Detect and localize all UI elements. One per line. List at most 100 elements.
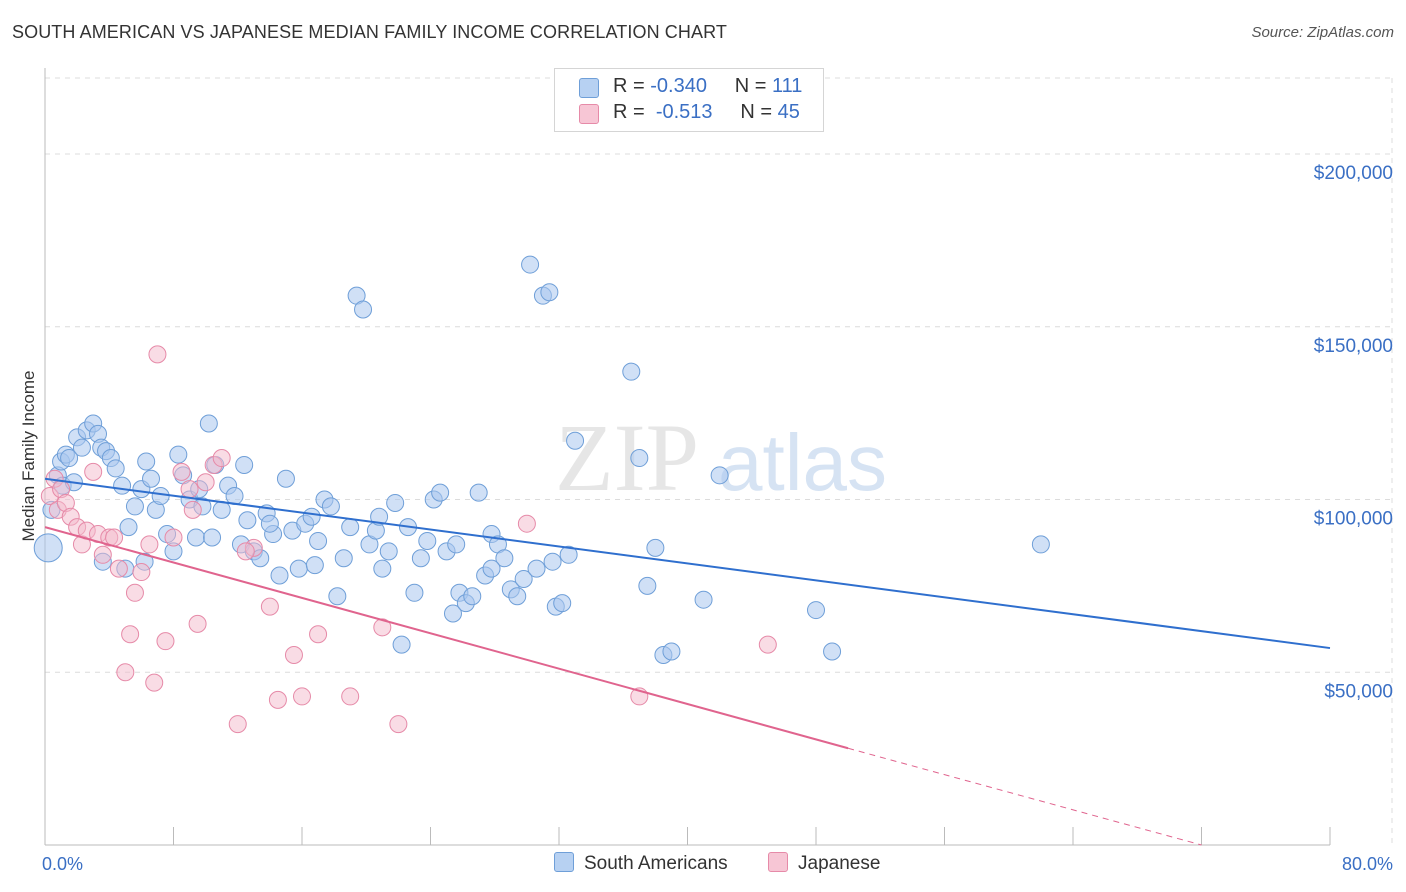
data-point-japanese <box>341 687 360 706</box>
trend-line-south-americans <box>44 477 1331 650</box>
series-japanese <box>40 345 777 734</box>
axes <box>44 68 1331 846</box>
x-tick-labels: 0.0% 80.0% <box>42 854 1393 874</box>
data-point-south-americans <box>334 549 353 568</box>
data-point-japanese <box>268 690 287 709</box>
legend-r-label: R = <box>613 75 645 97</box>
bottom-legend-japanese: Japanese <box>768 852 880 875</box>
data-point-japanese <box>93 545 112 564</box>
data-point-south-americans <box>169 445 188 464</box>
data-point-south-americans <box>106 459 125 478</box>
data-point-south-americans <box>543 552 562 571</box>
data-point-japanese <box>309 625 328 644</box>
data-point-south-americans <box>527 559 546 578</box>
data-point-south-americans <box>469 483 488 502</box>
data-point-south-americans <box>662 642 681 661</box>
trend-line-japanese-extension <box>847 747 1202 846</box>
data-point-japanese <box>172 462 191 481</box>
data-point-south-americans <box>328 587 347 606</box>
bottom-legend-swatch-blue <box>554 852 574 872</box>
legend-swatch-blue <box>579 78 599 98</box>
legend-r-value: -0.513 <box>655 101 713 123</box>
data-point-south-americans <box>823 642 842 661</box>
data-point-south-americans <box>270 566 289 585</box>
grid <box>45 77 1395 845</box>
legend-n-label: N = <box>734 75 767 97</box>
legend-swatch-pink <box>579 104 599 124</box>
bottom-legend-south-americans: South Americans <box>554 852 728 875</box>
legend-r-label: R = <box>613 101 645 123</box>
data-point-japanese <box>373 618 392 637</box>
data-point-south-americans <box>125 497 144 516</box>
data-point-south-americans <box>235 455 254 474</box>
data-point-japanese <box>196 473 215 492</box>
data-point-south-americans <box>199 414 218 433</box>
data-point-south-americans <box>309 531 328 550</box>
chart-title: SOUTH AMERICAN VS JAPANESE MEDIAN FAMILY… <box>12 22 727 42</box>
data-point-japanese <box>293 687 311 706</box>
data-point-south-americans <box>710 466 729 485</box>
data-point-japanese <box>188 614 207 633</box>
data-point-south-americans <box>302 507 321 526</box>
watermark-atlas: atlas <box>718 418 887 507</box>
data-point-south-americans <box>405 583 424 602</box>
data-point-south-americans <box>276 469 295 488</box>
data-point-south-americans <box>212 500 231 519</box>
data-point-south-americans <box>694 590 713 609</box>
data-point-japanese <box>145 673 164 692</box>
data-point-south-americans <box>341 518 360 537</box>
y-tick-label: $150,000 <box>1314 336 1393 357</box>
data-point-south-americans <box>60 449 79 468</box>
data-point-japanese <box>183 500 202 519</box>
legend-n-value: 45 <box>777 101 800 123</box>
data-point-south-americans <box>1031 535 1050 554</box>
data-point-south-americans <box>238 511 257 530</box>
correlation-legend: R = -0.340 N = 111 R = -0.513 N = 45 <box>554 68 824 132</box>
data-point-south-americans <box>321 497 340 516</box>
data-point-south-americans <box>113 476 132 495</box>
y-tick-label: $100,000 <box>1314 509 1393 530</box>
data-point-south-americans <box>508 587 527 606</box>
trend-line-japanese <box>44 526 849 750</box>
data-point-japanese <box>517 514 536 533</box>
data-point-japanese <box>125 583 144 602</box>
data-point-south-americans <box>622 362 641 381</box>
data-point-south-americans <box>119 518 138 537</box>
data-point-japanese <box>148 345 167 364</box>
data-point-south-americans <box>807 601 825 620</box>
data-point-south-americans <box>33 533 63 563</box>
data-point-south-americans <box>495 549 514 568</box>
data-point-japanese <box>180 480 199 499</box>
chart-source: Source: ZipAtlas.com <box>1251 24 1394 41</box>
data-point-japanese <box>132 563 151 582</box>
x-tick-label: 0.0% <box>42 854 83 874</box>
data-point-south-americans <box>521 255 540 274</box>
data-point-south-americans <box>447 535 466 554</box>
data-point-south-americans <box>72 438 91 457</box>
trend-lines <box>44 477 1331 846</box>
watermark-zip: ZIP <box>555 404 699 511</box>
data-point-south-americans <box>431 483 450 502</box>
data-point-japanese <box>156 632 175 651</box>
data-point-japanese <box>84 462 103 481</box>
data-point-south-americans <box>443 604 462 623</box>
legend-n-label: N = <box>740 101 773 123</box>
data-point-south-americans <box>463 587 482 606</box>
data-point-south-americans <box>540 283 559 302</box>
data-point-japanese <box>109 559 128 578</box>
data-point-south-americans <box>646 538 665 557</box>
watermark: ZIP atlas <box>555 404 887 511</box>
data-point-south-americans <box>482 559 501 578</box>
y-axis-label: Median Family Income <box>19 370 38 541</box>
x-tick-label: 80.0% <box>1342 854 1393 874</box>
data-point-japanese <box>236 542 255 561</box>
legend-r-value: -0.340 <box>650 75 707 97</box>
data-point-japanese <box>260 597 279 616</box>
data-point-japanese <box>121 625 140 644</box>
data-point-japanese <box>164 528 183 547</box>
data-point-south-americans <box>305 556 324 575</box>
data-point-south-americans <box>553 594 572 613</box>
legend-n-value: 111 <box>772 75 803 97</box>
y-tick-label: $200,000 <box>1314 163 1393 184</box>
